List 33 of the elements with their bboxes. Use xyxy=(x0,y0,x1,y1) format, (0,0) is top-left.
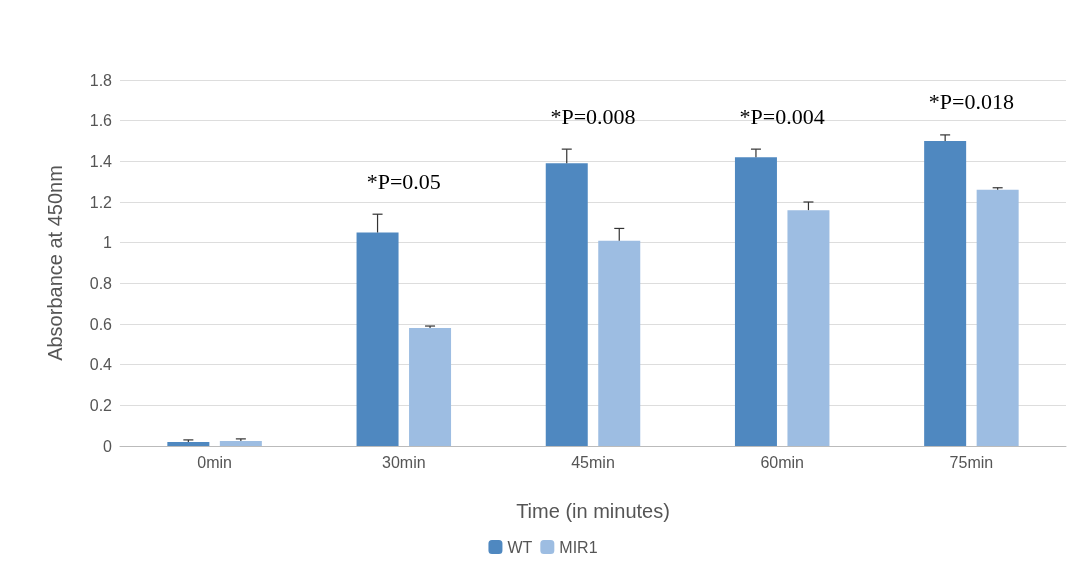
bar xyxy=(787,210,830,446)
bar xyxy=(356,232,399,446)
bar xyxy=(409,328,452,446)
y-tick-label: 1.8 xyxy=(89,71,113,89)
y-tick-label: 1.2 xyxy=(89,193,113,211)
x-axis-title: Time (in minutes) xyxy=(516,500,670,522)
annotation: *P=0.05 xyxy=(366,168,441,194)
annotation: *P=0.004 xyxy=(739,103,825,129)
annotation: *P=0.018 xyxy=(928,89,1014,115)
y-tick-label: 0.8 xyxy=(89,274,113,292)
y-tick-label: 1.4 xyxy=(89,152,113,170)
bar xyxy=(167,441,210,446)
x-tick-label: 75min xyxy=(949,453,994,471)
x-tick-label: 45min xyxy=(571,453,615,471)
x-tick-label: 30min xyxy=(382,453,426,471)
bar xyxy=(976,189,1019,446)
y-tick-label: 1.6 xyxy=(89,112,113,130)
bar xyxy=(545,163,588,446)
x-tick-label: 0min xyxy=(197,453,232,471)
legend-label: WT xyxy=(507,538,533,556)
y-tick-label: 0 xyxy=(103,437,113,455)
bar xyxy=(219,440,262,446)
bar xyxy=(598,240,641,446)
bar xyxy=(924,141,967,446)
legend-label: MIR1 xyxy=(559,538,598,556)
x-tick-label: 60min xyxy=(760,453,804,471)
annotation: *P=0.008 xyxy=(550,103,636,129)
y-tick-label: 0.4 xyxy=(89,356,113,374)
y-axis-title: Absorbance at 450nm xyxy=(44,165,66,361)
bar xyxy=(734,157,777,446)
y-tick-label: 1 xyxy=(103,234,113,252)
y-tick-label: 0.2 xyxy=(89,396,113,414)
y-tick-label: 0.6 xyxy=(89,315,113,333)
